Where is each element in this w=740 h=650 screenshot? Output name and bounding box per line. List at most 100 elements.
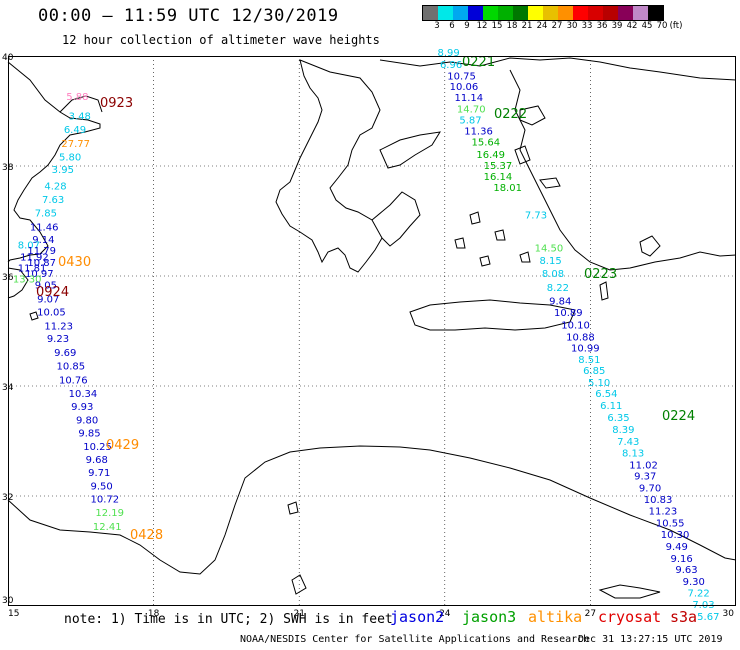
wave-height-label: 7.22 [687,589,709,600]
coast-euboea [379,131,441,169]
lon-tick-label: 24 [439,609,451,619]
colorbar-label: 42 [626,21,638,31]
lat-tick-label: 32 [2,493,13,503]
track-time-label: 0924 [36,285,69,300]
colorbar-label: 12 [476,21,488,31]
colorbar-swatch [483,6,498,20]
map-subtitle: 12 hour collection of altimeter wave hei… [62,33,380,47]
lat-lon-gridlines [8,56,736,606]
wave-height-label: 7.43 [617,437,639,448]
wave-height-label: 11.46 [30,222,59,233]
coast-sicily [7,267,29,299]
wave-height-label: 8.39 [612,425,634,436]
track-time-label: 0221 [462,55,495,70]
wave-height-label: 9.70 [639,484,661,495]
track-time-label: 0923 [100,96,133,111]
legend-note: note: 1) Time is in UTC; 2) SWH is in fe… [64,612,393,627]
wave-height-label: 9.30 [683,577,705,588]
wave-height-label: 9.05 [35,281,57,292]
colorbar-swatch [558,6,573,20]
track-time-label: 0429 [106,438,139,453]
wave-height-label: 15.64 [471,138,500,149]
wave-height-label: 11.02 [629,461,658,472]
coast-cyclades-4 [519,251,531,263]
colorbar-label: 70 [656,21,668,31]
wave-height-label: 11.23 [649,507,678,518]
wave-height-label: 6.49 [64,125,86,136]
wave-height-label: 9.50 [91,481,113,492]
wave-height-label: 5.87 [459,116,481,127]
wave-height-label: 10.30 [661,530,690,541]
lat-tick-label: 30 [2,596,14,606]
coast-peloponnese [371,191,421,247]
wave-height-label: 8.51 [578,355,600,366]
wave-height-label: 9.23 [47,334,69,345]
satellite-legend-item: s3a [670,608,698,626]
coast-heel [59,95,103,113]
colorbar-unit: (ft) [669,21,683,31]
wave-height-label: 9.63 [675,565,697,576]
satellite-legend-item: jason3 [462,608,517,626]
wave-height-label: 7.63 [42,195,64,206]
satellite-legend-item: jason2 [390,608,445,626]
coast-turkey [379,57,737,81]
wave-height-label: 9.68 [86,455,108,466]
wave-height-label: 16.14 [484,172,513,183]
wave-height-label: 12.41 [93,522,122,533]
lat-tick-label: 40 [2,53,14,63]
wave-height-label: 8.13 [622,448,644,459]
wave-height-label: 10.05 [37,308,66,319]
wave-height-label: 18.01 [493,183,522,194]
coast-malta [29,311,39,321]
wave-height-label: 10.89 [554,308,583,319]
colorbar-label: 30 [566,21,578,31]
wave-height-label: 5.67 [697,612,719,623]
wave-height-label: 10.83 [644,495,673,506]
coast-rhodes [639,235,661,257]
wave-height-label: 9.14 [32,235,54,246]
wave-height-label: 10.72 [91,495,120,506]
wave-height-label: 3.48 [69,111,91,122]
lon-tick-label: 15 [8,609,19,619]
coast-africa [7,445,737,575]
satellite-legend-item: altika [528,608,583,626]
track-time-label: 0428 [130,528,163,543]
wave-height-label: 11.79 [27,246,56,257]
lat-tick-label: 38 [2,163,14,173]
lat-tick-label: 34 [2,383,14,393]
lat-tick-label: 36 [2,273,14,283]
coast-chios [514,145,531,165]
wave-height-label: 15.37 [484,161,513,172]
colorbar-label: 36 [596,21,608,31]
colorbar-label: 33 [581,21,593,31]
wave-height-label: 11.23 [44,321,73,332]
colorbar-swatch [573,6,588,20]
wave-height-label: 14.70 [457,105,486,116]
colorbar-label: 27 [551,21,563,31]
wave-height-label: 6.85 [583,366,605,377]
colorbar-swatch [498,6,513,20]
track-time-label: 0222 [494,107,527,122]
coast-small-island-3 [598,584,661,599]
wave-height-label: 9.93 [71,402,93,413]
colorbar-swatch [603,6,618,20]
wave-height-label: 12.19 [95,508,124,519]
coast-italy [7,61,101,263]
coast-crete [409,299,576,331]
colorbar-swatch [528,6,543,20]
lon-tick-label: 27 [585,609,596,619]
wave-height-label: 8.07 [18,241,40,252]
coast-samos [539,177,561,189]
wave-height-label: 10.06 [450,82,479,93]
colorbar-label: 21 [521,21,533,31]
wave-height-label: 10.87 [27,258,56,269]
wave-height-label: 9.69 [54,348,76,359]
wave-height-label: 7.73 [525,210,547,221]
colorbar-swatch [648,6,663,20]
map-title: 00:00 – 11:59 UTC 12/30/2019 [38,6,339,26]
colorbar-label: 3 [434,21,440,31]
colorbar-swatch [618,6,633,20]
coast-small-island-2 [291,574,307,595]
wave-height-label: 10.75 [447,72,476,83]
